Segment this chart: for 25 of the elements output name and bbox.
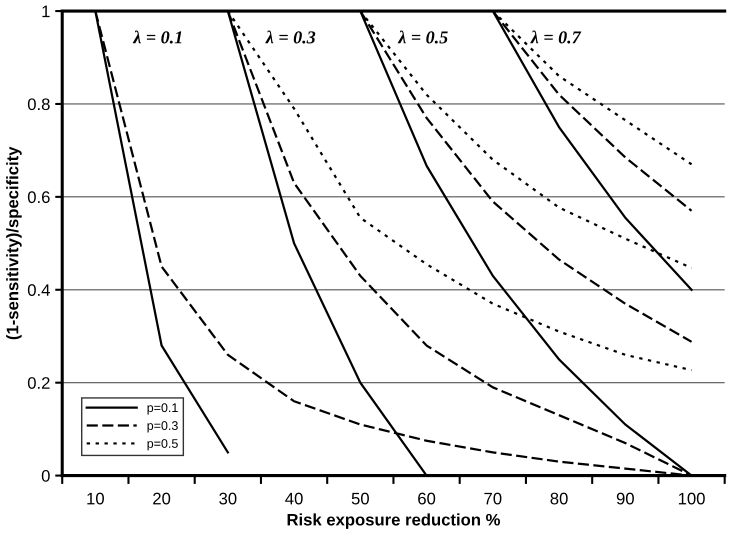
x-tick-label: 100	[678, 492, 705, 504]
legend-label: p=0.3	[148, 421, 178, 432]
x-tick-label: 60	[418, 492, 436, 504]
x-tick-label: 90	[616, 492, 634, 504]
y-tick-label: 0.8	[28, 98, 50, 110]
annotation: λ = 0.7	[530, 30, 582, 44]
y-tick-label: 1	[42, 6, 50, 18]
x-tick-label: 10	[87, 492, 104, 504]
x-tick-label: 80	[550, 492, 568, 504]
x-tick-label: 30	[219, 492, 236, 504]
annotation: λ = 0.1	[132, 30, 182, 44]
legend-label: p=0.5	[148, 439, 178, 450]
y-axis-title: (1-sensitivity)/specificity	[6, 146, 22, 340]
x-tick-label: 20	[153, 492, 170, 504]
annotation: λ = 0.5	[398, 30, 448, 44]
y-tick-label: 0.4	[28, 284, 50, 296]
annotation: λ = 0.3	[265, 30, 316, 44]
x-tick-label: 70	[484, 492, 502, 504]
x-axis-title: Risk exposure reduction %	[288, 513, 500, 529]
x-tick-label: 40	[285, 492, 303, 504]
y-tick-label: 0.6	[28, 191, 50, 204]
x-tick-label: 50	[352, 492, 369, 504]
y-tick-label: 0.2	[28, 377, 50, 389]
legend-label: p=0.1	[148, 403, 178, 415]
y-tick-label: 0	[42, 470, 50, 482]
